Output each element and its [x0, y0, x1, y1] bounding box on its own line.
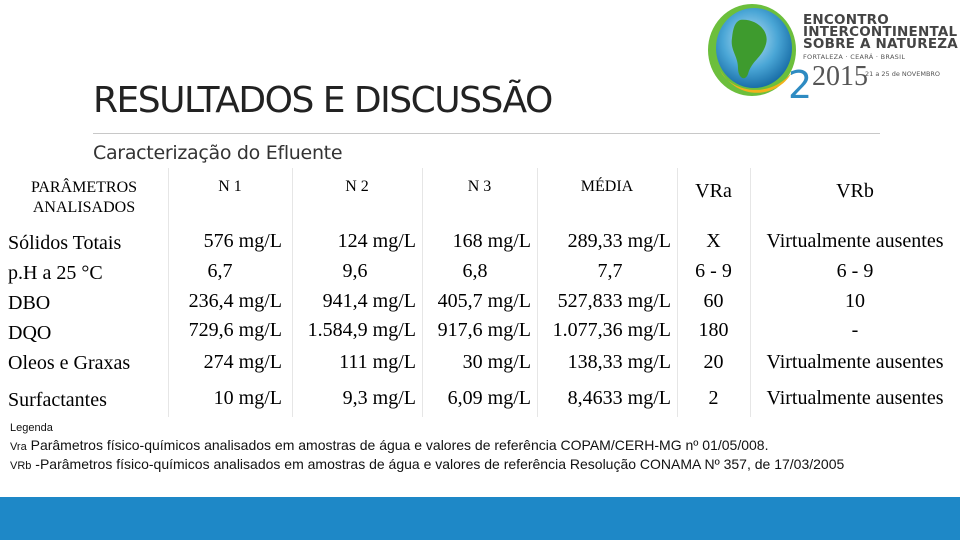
slide-title: RESULTADOS E DISCUSSÃO: [93, 80, 553, 121]
column-divider: [537, 168, 538, 417]
column-divider: [750, 168, 751, 417]
cell-n3: 6,8: [462, 260, 488, 282]
legend-vrb-abbr: VRb: [10, 460, 32, 472]
cell-vra: 20: [703, 351, 724, 373]
logo-year: 2015: [812, 61, 868, 92]
cell-media: 138,33 mg/L: [567, 351, 671, 373]
column-divider: [422, 168, 423, 417]
cell-vrb: Virtualmente ausentes: [766, 230, 944, 252]
cell-media: 1.077,36 mg/L: [552, 319, 671, 341]
header-parametros: PARÂMETROS ANALISADOS: [30, 179, 138, 216]
cell-vrb: 6 - 9: [836, 260, 874, 282]
legend-vra: Vra Parâmetros físico-químicos analisado…: [10, 437, 910, 456]
cell-media: 289,33 mg/L: [567, 230, 671, 252]
cell-n2: 111 mg/L: [339, 351, 416, 373]
cell-param: DBO: [8, 292, 51, 314]
cell-vra: X: [706, 230, 721, 252]
cell-vra: 2: [708, 387, 719, 409]
cell-param: Surfactantes: [8, 389, 107, 411]
column-divider: [292, 168, 293, 417]
cell-n3: 168 mg/L: [452, 230, 531, 252]
slide-subtitle: Caracterização do Efluente: [93, 142, 343, 164]
cell-n1: 274 mg/L: [203, 351, 282, 373]
legend-vra-abbr: Vra: [10, 441, 27, 453]
cell-n3: 6,09 mg/L: [447, 387, 531, 409]
cell-media: 7,7: [597, 260, 623, 282]
cell-n3: 30 mg/L: [462, 351, 531, 373]
legend-heading: Legenda: [10, 422, 53, 434]
cell-n2: 1.584,9 mg/L: [307, 319, 416, 341]
event-logo: 2: [708, 4, 812, 107]
cell-vra: 180: [698, 319, 729, 341]
cell-vrb: Virtualmente ausentes: [766, 387, 944, 409]
header-vra: VRa: [695, 180, 732, 202]
column-divider: [677, 168, 678, 417]
footer-bar: [0, 497, 960, 540]
title-divider: [93, 133, 880, 134]
cell-param: p.H a 25 °C: [8, 262, 103, 284]
header-vrb: VRb: [836, 180, 874, 202]
header-n2: N 2: [345, 178, 369, 195]
header-n1: N 1: [218, 178, 242, 195]
cell-vrb: -: [851, 319, 859, 341]
cell-media: 527,833 mg/L: [557, 290, 671, 312]
cell-vrb: 10: [845, 290, 865, 312]
effluent-table: PARÂMETROS ANALISADOS N 1 N 2 N 3 MÉDIA …: [0, 168, 960, 417]
legend-vrb: VRb -Parâmetros físico-químicos analisad…: [10, 456, 910, 475]
cell-n1: 236,4 mg/L: [188, 290, 282, 312]
cell-n3: 917,6 mg/L: [437, 319, 531, 341]
logo-dates: 21 a 25 de NOVEMBRO: [865, 70, 941, 78]
cell-n2: 9,3 mg/L: [342, 387, 416, 409]
legend: Legenda Vra Parâmetros físico-químicos a…: [10, 420, 910, 475]
cell-param: DQO: [8, 322, 52, 344]
logo-title: ENCONTRO INTERCONTINENTAL SOBRE A NATURE…: [803, 12, 958, 52]
cell-vra: 6 - 9: [695, 260, 732, 282]
legend-vra-text: Parâmetros físico-químicos analisados em…: [30, 437, 769, 453]
cell-n2: 9,6: [342, 260, 368, 282]
logo-place: FORTALEZA · CEARÁ · BRASIL: [803, 53, 906, 61]
cell-param: Sólidos Totais: [8, 232, 122, 254]
cell-vra: 60: [703, 290, 724, 312]
cell-n1: 729,6 mg/L: [188, 319, 282, 341]
legend-vrb-text: -Parâmetros físico-químicos analisados e…: [35, 456, 845, 472]
cell-n1: 576 mg/L: [203, 230, 282, 252]
cell-n1: 6,7: [207, 260, 233, 282]
header-media: MÉDIA: [580, 178, 634, 195]
header-n3: N 3: [467, 178, 492, 195]
cell-n2: 941,4 mg/L: [322, 290, 416, 312]
cell-n1: 10 mg/L: [213, 387, 282, 409]
cell-media: 8,4633 mg/L: [567, 387, 671, 409]
logo-figure-2: 2: [788, 63, 812, 107]
cell-n3: 405,7 mg/L: [437, 290, 531, 312]
cell-vrb: Virtualmente ausentes: [766, 351, 944, 373]
cell-param: Oleos e Graxas: [8, 352, 131, 374]
column-divider: [168, 168, 169, 417]
cell-n2: 124 mg/L: [337, 230, 416, 252]
